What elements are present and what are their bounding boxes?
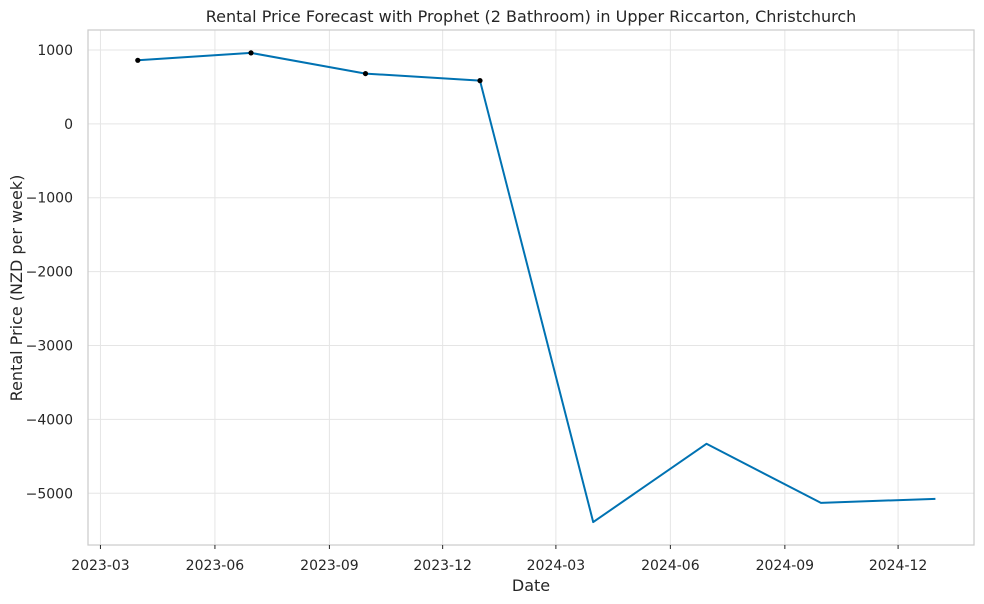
plot-frame (87, 29, 975, 546)
y-tick-label: −4000 (26, 412, 73, 428)
y-tick-label: −5000 (26, 486, 73, 502)
x-tick-label: 2024-12 (869, 558, 928, 574)
x-tick-label: 2023-06 (186, 558, 245, 574)
y-axis-title: Rental Price (NZD per week) (7, 175, 26, 402)
y-tick-label: 1000 (37, 43, 73, 59)
observed-point (362, 70, 369, 77)
forecast-line (137, 51, 936, 524)
x-tick-label: 2023-12 (413, 558, 472, 574)
x-tick-label: 2024-09 (756, 558, 815, 574)
x-tick-label: 2023-09 (300, 558, 359, 574)
y-tick-label: −2000 (26, 265, 73, 281)
y-tick-label: 0 (64, 117, 73, 133)
y-tick-label: −3000 (26, 339, 73, 355)
chart-title: Rental Price Forecast with Prophet (2 Ba… (206, 7, 857, 26)
observed-point (477, 78, 483, 84)
x-tick-label: 2024-03 (527, 558, 586, 574)
ticks: 2023-03 2023-06 2023-09 2023-12 2024-03 2024-… (26, 43, 928, 574)
observed-point (135, 57, 141, 63)
data-series (135, 50, 936, 524)
observed-point (248, 50, 254, 56)
x-tick-label: 2024-06 (641, 558, 700, 574)
y-tick-label: −1000 (26, 191, 73, 207)
x-tick-label: 2023-03 (71, 558, 130, 574)
grid (88, 30, 974, 545)
x-axis-title: Date (512, 576, 550, 595)
